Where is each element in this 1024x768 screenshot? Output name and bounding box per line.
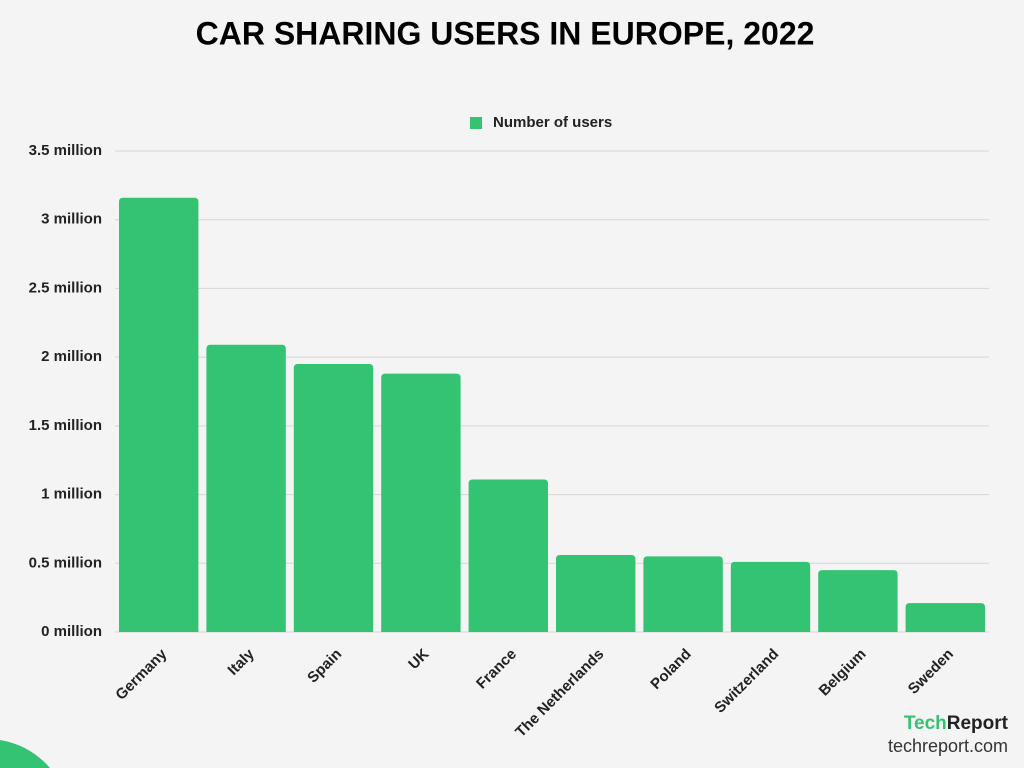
bar [119,197,199,632]
bar [468,479,548,632]
y-tick-label: 3 million [41,211,102,228]
chart-title: CAR SHARING USERS IN EUROPE, 2022 [196,15,815,51]
logo-report: Report [947,713,1009,734]
bar [818,570,898,632]
y-tick-label: 0.5 million [29,554,102,571]
bar [293,364,374,632]
y-tick-label: 1 million [41,486,102,503]
x-tick-label: France [473,646,520,693]
x-tick-label: Spain [304,646,345,687]
x-tick-label: UK [405,646,432,673]
x-tick-label: Italy [224,645,258,679]
bar [730,561,811,632]
x-tick-label: The Netherlands [512,646,607,741]
bar [643,556,723,632]
x-tick-label: Switzerland [711,646,782,717]
y-tick-label: 3.5 million [29,142,102,159]
logo-tech: Tech [904,713,947,734]
y-tick-label: 2 million [41,348,102,365]
site-url: techreport.com [888,736,1008,756]
bar [381,373,461,632]
x-tick-label: Poland [647,646,694,693]
bar [556,555,636,632]
legend-swatch [470,117,482,129]
y-tick-label: 1.5 million [29,417,102,434]
x-tick-label: Belgium [816,646,870,700]
x-tick-label: Germany [112,645,170,703]
y-tick-label: 0 million [41,623,102,640]
logo: TechReport [904,713,1009,734]
bar [905,603,985,632]
x-tick-label: Sweden [905,646,957,698]
decoration [0,740,50,768]
y-tick-label: 2.5 million [29,279,102,296]
bar [206,344,286,632]
legend-label: Number of users [493,114,612,131]
